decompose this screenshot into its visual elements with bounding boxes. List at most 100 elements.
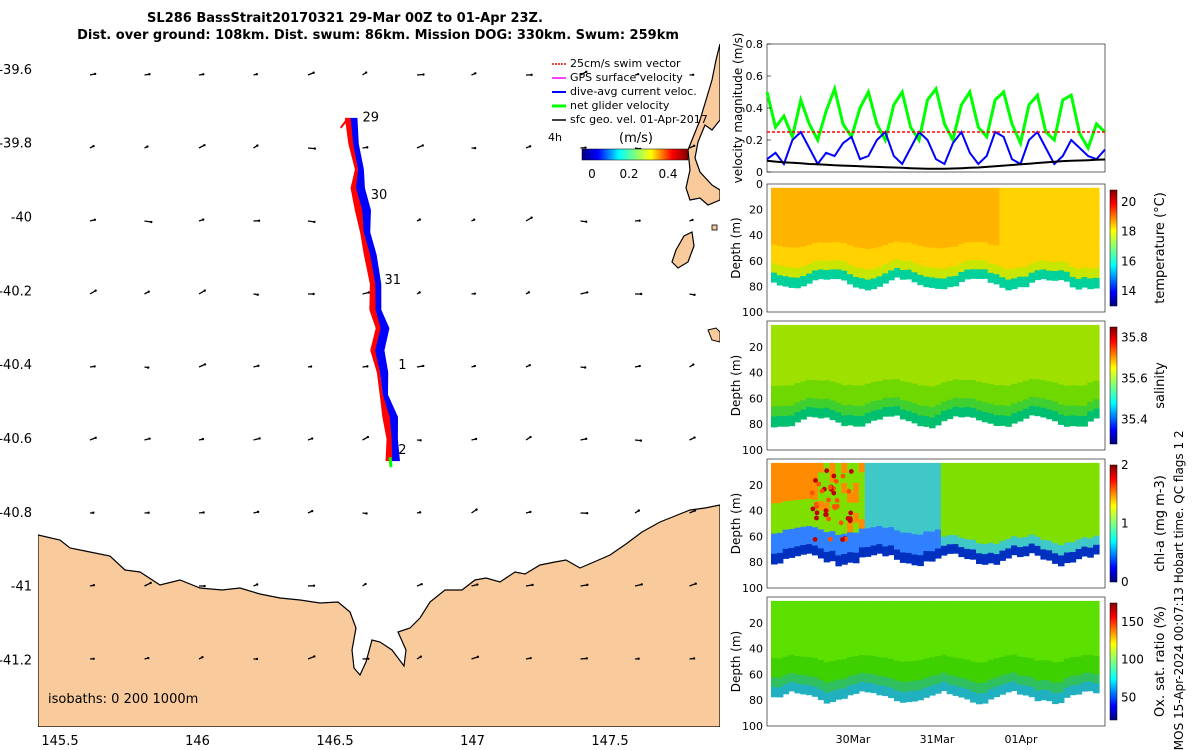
- heatmap-cell: [1040, 689, 1047, 701]
- heatmap-cell: [958, 389, 965, 399]
- heatmap-cell: [771, 658, 778, 669]
- heatmap-cell: [1063, 335, 1071, 346]
- heatmap-cell: [1005, 385, 1012, 397]
- heatmap-cell: [1058, 555, 1065, 567]
- heatmap-cell: [1081, 500, 1088, 510]
- heatmap-cell: [858, 278, 866, 289]
- heatmap-cell: [835, 215, 842, 225]
- heatmap-cell: [1046, 187, 1053, 198]
- heatmap-cell: [1040, 407, 1047, 418]
- heatmap-cell: [806, 657, 813, 668]
- heatmap-cell: [905, 206, 913, 216]
- heatmap-cell: [1087, 278, 1094, 290]
- heatmap-cell: [835, 206, 842, 216]
- heatmap-cell: [823, 371, 831, 381]
- heatmap-cell: [870, 187, 878, 199]
- heatmap-cell: [1046, 261, 1053, 272]
- heatmap-cell: [864, 518, 872, 529]
- heatmap-cell: [970, 214, 977, 225]
- heatmap-cell: [776, 345, 784, 356]
- heatmap-cell: [1093, 187, 1100, 199]
- chl-high-point: [847, 518, 853, 524]
- heatmap-cell: [981, 334, 989, 345]
- heatmap-cell: [993, 405, 1001, 416]
- heatmap-cell: [946, 266, 954, 278]
- heatmap-cell: [958, 361, 965, 372]
- heatmap-cell: [776, 462, 784, 474]
- heatmap-cell: [1028, 507, 1036, 518]
- heatmap-cell: [771, 375, 778, 387]
- velocity-series: [765, 83, 1107, 170]
- heatmap-cell: [812, 233, 819, 244]
- heatmap-cell: [812, 481, 819, 492]
- heatmap-cell: [999, 600, 1006, 611]
- geo-velocity-arrow: [416, 144, 424, 149]
- heatmap-cell: [923, 324, 930, 336]
- heatmap-cell: [1075, 355, 1083, 366]
- heatmap-cell: [835, 630, 842, 641]
- heatmap-cell: [876, 256, 883, 268]
- geo-velocity-arrow: [362, 512, 368, 515]
- geo-velocity-arrow: [144, 656, 150, 660]
- heatmap-cell: [1093, 267, 1100, 279]
- heatmap-cell: [829, 541, 837, 552]
- heatmap-cell: [1075, 238, 1083, 250]
- heatmap-cell: [999, 540, 1006, 552]
- heatmap-cell: [999, 237, 1006, 248]
- colorbar-tick-label: 2: [1121, 458, 1129, 472]
- heatmap-cell: [776, 265, 784, 276]
- heatmap-cell: [946, 544, 954, 554]
- heatmap-cell: [976, 410, 983, 421]
- heatmap-cell: [1058, 252, 1065, 262]
- heatmap-cell: [1040, 352, 1047, 363]
- heatmap-cell: [876, 362, 883, 373]
- heatmap-cell: [1005, 673, 1012, 684]
- heatmap-cell: [1046, 233, 1053, 244]
- heatmap-cell: [888, 343, 895, 353]
- heatmap-cell: [1034, 379, 1042, 389]
- heatmap-cell: [776, 255, 784, 267]
- heatmap-cell: [1075, 258, 1083, 270]
- heatmap-cell: [981, 621, 989, 633]
- heatmap-cell: [788, 187, 796, 199]
- heatmap-cell: [1011, 472, 1018, 482]
- heatmap-cell: [841, 483, 848, 494]
- heatmap-cell: [829, 550, 837, 562]
- heatmap-cell: [806, 462, 813, 473]
- heatmap-cell: [806, 647, 813, 658]
- heatmap-cell: [923, 345, 930, 356]
- heatmap-cell: [929, 335, 936, 346]
- heatmap-cell: [987, 502, 995, 514]
- heatmap-cell: [1022, 472, 1030, 482]
- heatmap-cell: [835, 610, 842, 622]
- heatmap-cell: [905, 482, 913, 494]
- heatmap-cell: [1040, 511, 1047, 522]
- heatmap-cell: [858, 238, 866, 249]
- heatmap-cell: [771, 225, 778, 236]
- heatmap-cell: [888, 620, 895, 631]
- heatmap-cell: [888, 649, 895, 660]
- heatmap-cell: [788, 645, 796, 656]
- heatmap-cell: [1034, 462, 1042, 473]
- heatmap-cell: [987, 630, 995, 641]
- heatmap-cell: [817, 399, 825, 410]
- heatmap-cell: [853, 522, 860, 534]
- heatmap-cell: [923, 355, 930, 366]
- heatmap-cell: [853, 227, 860, 238]
- heatmap-cell: [858, 228, 866, 239]
- heatmap-cell: [1063, 668, 1071, 679]
- heatmap-cell: [958, 225, 965, 236]
- heatmap-cell: [999, 365, 1006, 376]
- heatmap-cell: [1017, 500, 1024, 511]
- heatmap-cell: [776, 335, 784, 346]
- heatmap-cell: [1087, 654, 1094, 665]
- heatmap-cell: [981, 260, 989, 270]
- heatmap-cell: [864, 403, 872, 414]
- heatmap-cell: [876, 246, 883, 258]
- heatmap-cell: [1069, 237, 1077, 248]
- heatmap-cell: [1022, 518, 1030, 529]
- heatmap-cell: [935, 344, 942, 356]
- heatmap-cell: [1087, 363, 1094, 374]
- geo-velocity-arrow: [525, 73, 533, 77]
- heatmap-cell: [771, 324, 778, 336]
